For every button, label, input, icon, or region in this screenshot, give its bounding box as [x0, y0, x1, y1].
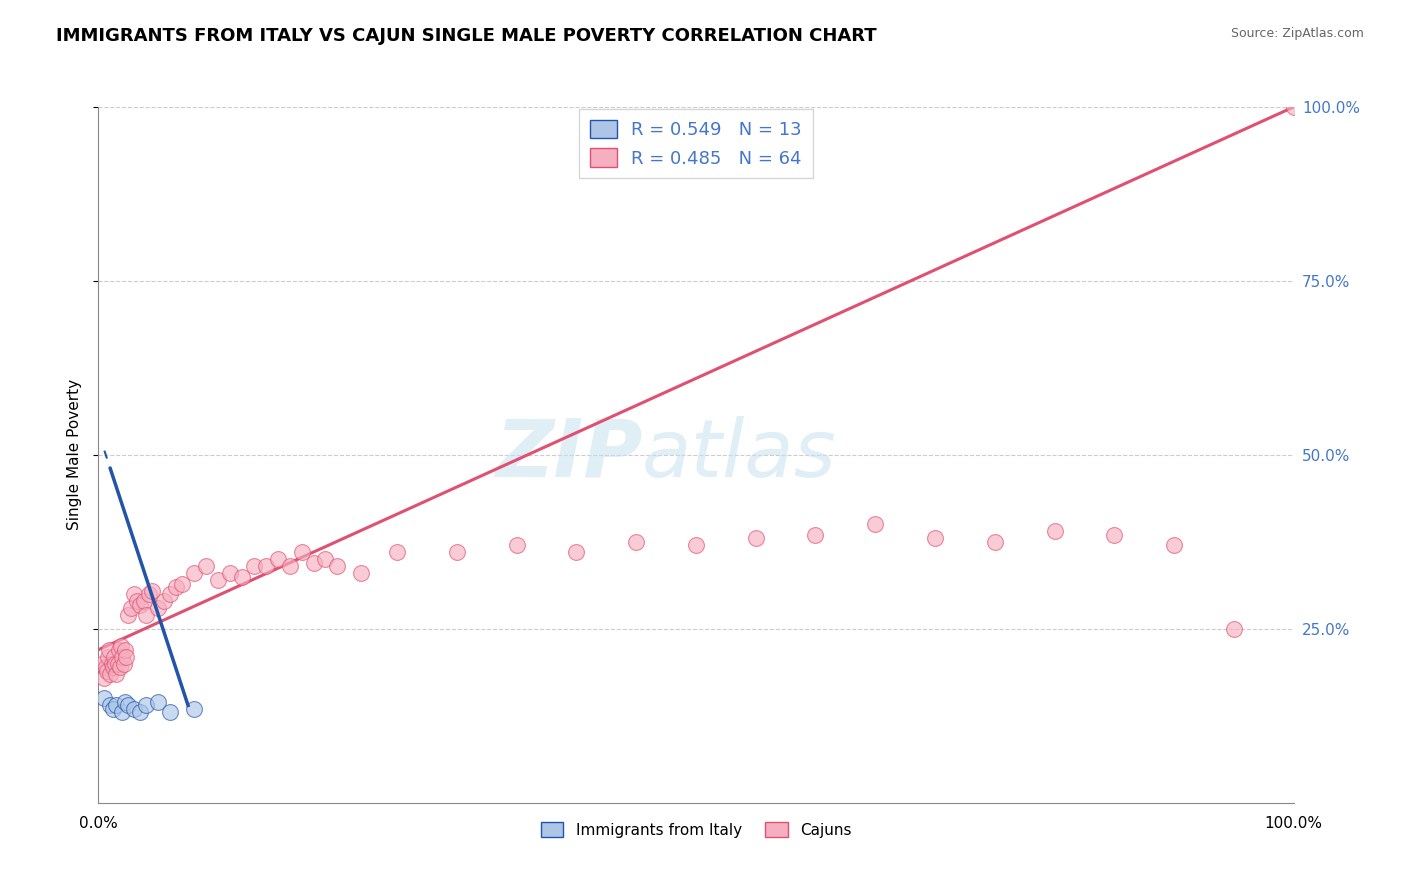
Point	[96, 664, 118, 678]
Point	[105, 667, 128, 681]
Point	[97, 649, 120, 664]
Point	[267, 552, 290, 566]
Point	[103, 649, 125, 664]
Point	[93, 691, 115, 706]
Point	[138, 587, 160, 601]
Point	[125, 594, 148, 608]
Point	[108, 660, 131, 674]
Text: ZIP: ZIP	[495, 416, 643, 494]
Point	[745, 532, 768, 546]
Point	[565, 545, 588, 559]
Point	[172, 576, 194, 591]
Point	[159, 587, 181, 601]
Point	[1043, 524, 1066, 539]
Point	[506, 538, 529, 552]
Point	[115, 649, 138, 664]
Point	[302, 556, 325, 570]
Point	[129, 598, 152, 612]
Point	[114, 642, 136, 657]
Point	[1163, 538, 1185, 552]
Point	[111, 706, 134, 720]
Point	[183, 566, 205, 581]
Point	[153, 594, 176, 608]
Point	[104, 657, 127, 671]
Text: atlas: atlas	[643, 416, 837, 494]
Point	[165, 580, 187, 594]
Point	[159, 706, 181, 720]
Point	[124, 702, 146, 716]
Point	[94, 660, 117, 674]
Point	[117, 607, 139, 622]
Legend: Immigrants from Italy, Cajuns: Immigrants from Italy, Cajuns	[534, 815, 858, 844]
Point	[207, 573, 229, 587]
Point	[291, 545, 314, 559]
Point	[100, 657, 122, 671]
Point	[111, 649, 134, 664]
Point	[446, 545, 468, 559]
Point	[135, 698, 157, 713]
Point	[110, 639, 132, 653]
Text: IMMIGRANTS FROM ITALY VS CAJUN SINGLE MALE POVERTY CORRELATION CHART: IMMIGRANTS FROM ITALY VS CAJUN SINGLE MA…	[56, 27, 877, 45]
Point	[1223, 622, 1246, 636]
Point	[141, 583, 163, 598]
Point	[254, 559, 277, 574]
Text: Source: ZipAtlas.com: Source: ZipAtlas.com	[1230, 27, 1364, 40]
Point	[98, 667, 122, 681]
Point	[350, 566, 373, 581]
Point	[101, 702, 124, 716]
Point	[315, 552, 337, 566]
Y-axis label: Single Male Poverty: Single Male Poverty	[66, 379, 82, 531]
Point	[135, 607, 157, 622]
Point	[114, 695, 136, 709]
Point	[124, 587, 146, 601]
Point	[984, 534, 1007, 549]
Point	[105, 698, 128, 713]
Point	[326, 559, 349, 574]
Point	[1282, 100, 1305, 114]
Point	[91, 657, 114, 671]
Point	[278, 559, 301, 574]
Point	[93, 671, 115, 685]
Point	[112, 657, 135, 671]
Point	[148, 601, 170, 615]
Point	[98, 642, 121, 657]
Point	[219, 566, 242, 581]
Point	[107, 642, 129, 657]
Point	[101, 660, 124, 674]
Point	[183, 702, 205, 716]
Point	[132, 594, 155, 608]
Point	[865, 517, 887, 532]
Point	[1104, 528, 1126, 542]
Point	[626, 534, 648, 549]
Point	[243, 559, 266, 574]
Point	[231, 570, 253, 584]
Point	[107, 657, 129, 671]
Point	[804, 528, 827, 542]
Point	[685, 538, 707, 552]
Point	[117, 698, 139, 713]
Point	[98, 698, 122, 713]
Point	[195, 559, 218, 574]
Point	[129, 706, 152, 720]
Point	[120, 601, 142, 615]
Point	[148, 695, 170, 709]
Point	[924, 532, 946, 546]
Point	[385, 545, 409, 559]
